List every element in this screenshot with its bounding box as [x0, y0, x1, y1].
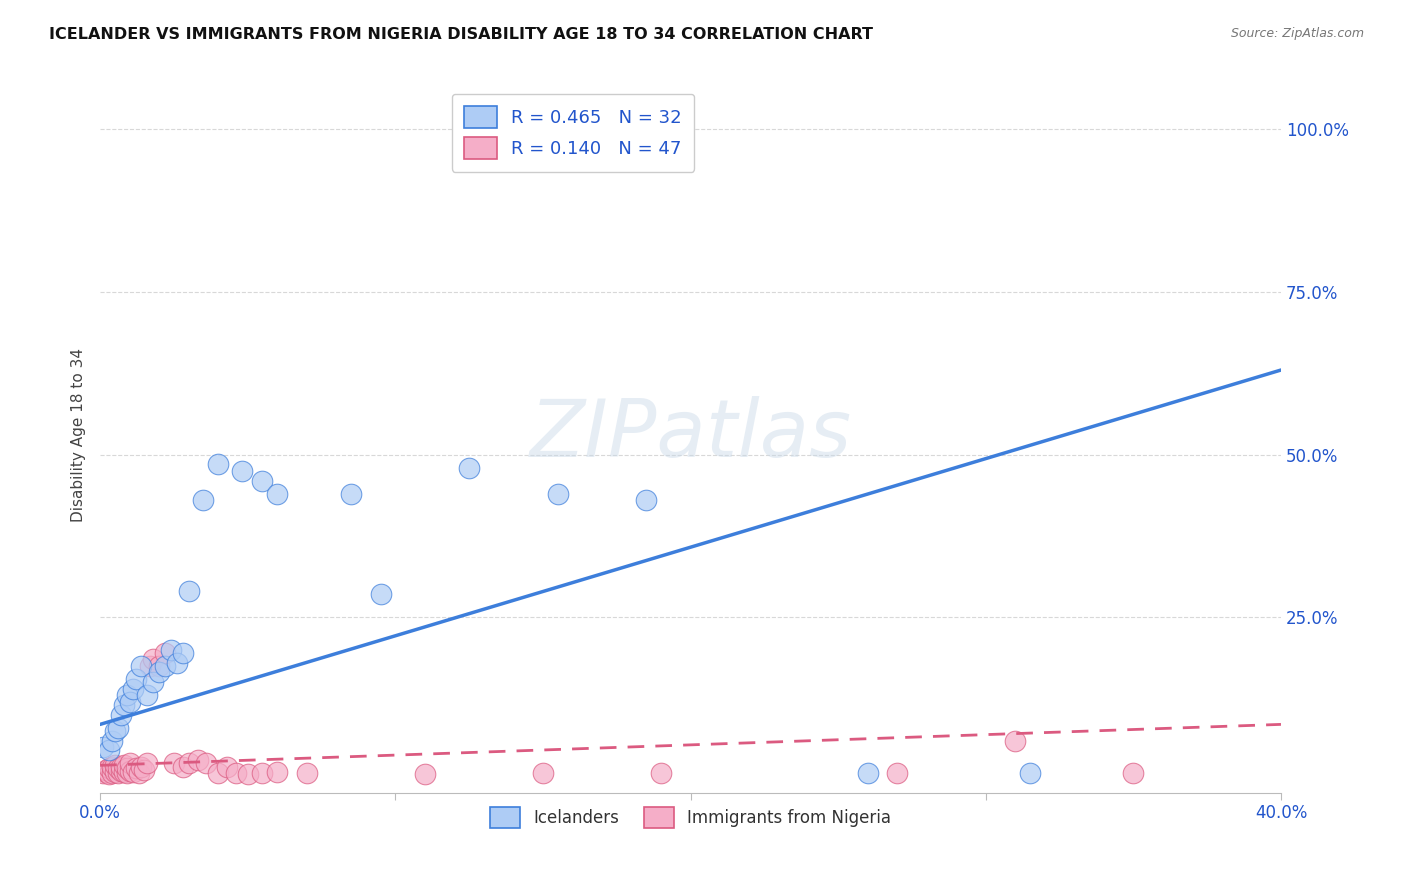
Point: [207, 766, 229, 780]
Point: [856, 766, 879, 780]
Point: [547, 486, 569, 500]
Point: [98, 743, 121, 757]
Point: [112, 758, 135, 772]
Point: [107, 721, 129, 735]
Point: [101, 766, 124, 780]
Point: [94, 763, 117, 777]
Point: [101, 733, 124, 747]
Point: [118, 695, 141, 709]
Y-axis label: Disability Age 18 to 34: Disability Age 18 to 34: [72, 348, 86, 522]
Point: [177, 756, 200, 771]
Point: [886, 766, 908, 780]
Point: [104, 723, 127, 738]
Point: [225, 766, 247, 780]
Point: [163, 756, 186, 771]
Point: [136, 756, 159, 771]
Point: [115, 766, 138, 780]
Point: [1019, 766, 1042, 780]
Point: [177, 584, 200, 599]
Point: [207, 458, 229, 472]
Point: [187, 753, 209, 767]
Point: [107, 766, 129, 780]
Point: [124, 672, 146, 686]
Point: [118, 764, 141, 778]
Point: [94, 764, 117, 779]
Point: [112, 698, 135, 712]
Point: [142, 652, 165, 666]
Point: [266, 486, 288, 500]
Point: [148, 658, 170, 673]
Point: [131, 658, 153, 673]
Point: [107, 761, 129, 775]
Point: [124, 761, 146, 775]
Point: [131, 759, 153, 773]
Point: [1004, 733, 1026, 747]
Point: [139, 658, 162, 673]
Point: [650, 766, 672, 780]
Point: [166, 656, 188, 670]
Point: [172, 646, 194, 660]
Point: [110, 707, 132, 722]
Point: [231, 464, 253, 478]
Point: [458, 460, 481, 475]
Point: [136, 688, 159, 702]
Point: [98, 761, 121, 775]
Point: [148, 665, 170, 680]
Point: [110, 759, 132, 773]
Point: [115, 688, 138, 702]
Point: [91, 740, 114, 755]
Point: [104, 758, 127, 772]
Point: [215, 759, 238, 773]
Point: [531, 766, 554, 780]
Point: [636, 493, 658, 508]
Point: [110, 764, 132, 778]
Text: ICELANDER VS IMMIGRANTS FROM NIGERIA DISABILITY AGE 18 TO 34 CORRELATION CHART: ICELANDER VS IMMIGRANTS FROM NIGERIA DIS…: [49, 27, 873, 42]
Point: [115, 761, 138, 775]
Point: [118, 756, 141, 771]
Point: [252, 474, 274, 488]
Text: Source: ZipAtlas.com: Source: ZipAtlas.com: [1230, 27, 1364, 40]
Point: [252, 766, 274, 780]
Point: [266, 764, 288, 779]
Point: [193, 493, 215, 508]
Point: [91, 766, 114, 780]
Point: [104, 764, 127, 779]
Point: [370, 587, 392, 601]
Point: [172, 759, 194, 773]
Point: [112, 764, 135, 779]
Point: [1122, 766, 1144, 780]
Point: [160, 642, 183, 657]
Point: [101, 759, 124, 773]
Point: [153, 646, 176, 660]
Point: [236, 767, 259, 781]
Point: [295, 766, 318, 780]
Text: ZIPatlas: ZIPatlas: [530, 396, 852, 474]
Point: [134, 763, 156, 777]
Point: [121, 681, 143, 696]
Point: [340, 486, 363, 500]
Point: [195, 756, 218, 771]
Point: [142, 675, 165, 690]
Point: [128, 766, 150, 780]
Point: [98, 767, 121, 781]
Point: [413, 767, 436, 781]
Point: [153, 658, 176, 673]
Point: [121, 764, 143, 779]
Legend: Icelanders, Immigrants from Nigeria: Icelanders, Immigrants from Nigeria: [484, 801, 898, 834]
